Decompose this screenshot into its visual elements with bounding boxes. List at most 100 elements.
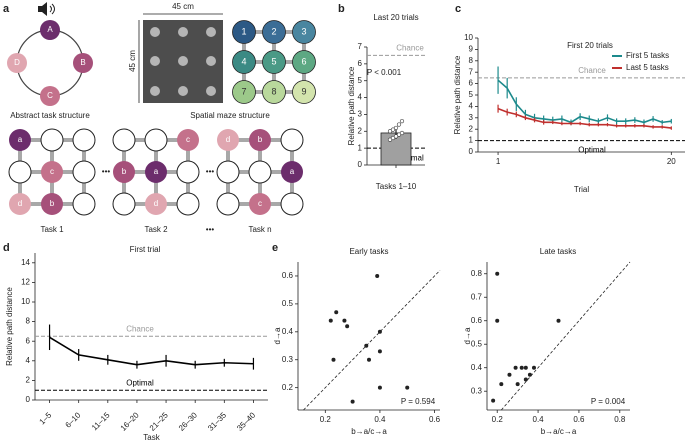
y-tick-label: 2 — [469, 124, 474, 133]
data-point — [523, 377, 528, 382]
task-node — [248, 160, 272, 184]
x-tick-label: 20 — [667, 157, 676, 166]
task-node — [280, 192, 304, 216]
data-point — [531, 365, 536, 370]
task-node — [72, 160, 96, 184]
data-point — [345, 324, 350, 329]
annotation: P < 0.001 — [367, 68, 402, 77]
y-axis-label: d→a — [273, 327, 282, 344]
task-node-label: b — [258, 135, 263, 144]
ring-node — [40, 86, 60, 106]
ring-node-label: A — [47, 25, 53, 34]
task-node — [9, 129, 31, 151]
task-node — [41, 193, 63, 215]
y-tick-label: 0.4 — [282, 327, 294, 336]
data-point — [393, 125, 399, 131]
data-point — [364, 343, 369, 348]
y-tick-label: 9 — [469, 45, 474, 54]
maze-node-label: 9 — [301, 86, 306, 96]
y-tick-label: 0.5 — [471, 339, 483, 348]
task-node — [72, 128, 96, 152]
y-tick-label: 0.6 — [282, 271, 294, 280]
task-node-label: c — [258, 199, 262, 208]
x-axis-label: Trial — [574, 185, 589, 194]
y-tick-label: 0.4 — [471, 363, 483, 372]
data-point — [519, 365, 524, 370]
maze-node — [262, 20, 286, 44]
caption: Abstract task structure — [10, 111, 90, 120]
y-tick-label: 2 — [26, 376, 31, 385]
legend-label: First 5 tasks — [626, 51, 669, 60]
task-node-label: d — [18, 199, 22, 208]
task-node — [72, 192, 96, 216]
reference-label: Optimal — [126, 378, 154, 387]
y-axis-label: Relative path distance — [347, 66, 356, 145]
maze-grid: 1 2 3 4 5 6 7 8 9 — [232, 20, 316, 104]
x-tick-label: Tasks 1–10 — [376, 182, 417, 191]
x-tick-label: 31–35 — [206, 410, 228, 432]
y-tick-label: 4 — [469, 102, 474, 111]
y-tick-label: 6 — [469, 79, 474, 88]
task-node — [280, 128, 304, 152]
series-line — [497, 107, 672, 129]
y-axis-label: d→a — [463, 327, 472, 344]
x-tick-label: 1 — [496, 157, 501, 166]
ring-node-label: C — [47, 91, 53, 100]
y-tick-label: 8 — [469, 56, 474, 65]
speaker-icon — [38, 2, 47, 16]
ring-node — [40, 20, 60, 40]
x-tick-label: 0.4 — [374, 415, 386, 424]
ring-node — [73, 53, 93, 73]
task-name: Task n — [248, 225, 271, 234]
data-point — [334, 310, 339, 315]
chart-title: First trial — [130, 245, 161, 254]
maze-node — [232, 20, 256, 44]
y-tick-label: 10 — [464, 33, 473, 42]
reference-label: Chance — [396, 44, 424, 53]
y-tick-label: 0 — [469, 147, 474, 156]
data-point — [377, 329, 382, 334]
maze-node-label: 6 — [301, 56, 306, 66]
y-tick-label: 4 — [26, 356, 31, 365]
task-node — [112, 192, 136, 216]
maze-node-label: 3 — [301, 26, 306, 36]
y-tick-label: 6 — [358, 59, 363, 68]
task-node — [40, 128, 64, 152]
data-point — [513, 365, 518, 370]
data-point — [527, 372, 532, 377]
ring-node — [7, 53, 27, 73]
data-point — [523, 365, 528, 370]
task-node — [112, 128, 136, 152]
y-tick-label: 1 — [358, 143, 363, 152]
data-point — [399, 119, 405, 124]
identity-line — [500, 261, 631, 411]
chart-title: First 20 trials — [567, 41, 613, 50]
task-node — [249, 129, 271, 151]
x-tick-label: 0.6 — [429, 415, 441, 424]
y-tick-label: 2 — [358, 126, 363, 135]
series-line — [497, 79, 672, 124]
maze-node — [262, 50, 286, 74]
legend-label: Last 5 tasks — [626, 63, 669, 72]
ellipsis: ••• — [206, 225, 215, 234]
panel-label: a — [3, 3, 10, 15]
ring-node-label: D — [14, 58, 20, 67]
x-tick-label: 0.8 — [614, 415, 626, 424]
x-tick-label: 0.2 — [492, 415, 504, 424]
y-tick-label: 0.3 — [471, 386, 483, 395]
task-node-label: a — [18, 135, 23, 144]
data-point — [331, 357, 336, 362]
y-axis-label: Relative path distance — [5, 287, 14, 366]
y-tick-label: 8 — [26, 317, 31, 326]
x-tick-label: 0.4 — [533, 415, 545, 424]
ring-node-label: B — [80, 58, 85, 67]
task-node — [8, 160, 32, 184]
data-point — [367, 357, 371, 362]
panel-label: c — [455, 3, 461, 15]
ellipsis: ••• — [206, 167, 215, 176]
x-tick-label: 0.2 — [320, 415, 332, 424]
y-tick-label: 0.7 — [471, 292, 483, 301]
x-tick-label: 21–25 — [148, 410, 170, 432]
x-tick-label: 26–30 — [177, 410, 199, 432]
y-tick-label: 5 — [469, 90, 474, 99]
